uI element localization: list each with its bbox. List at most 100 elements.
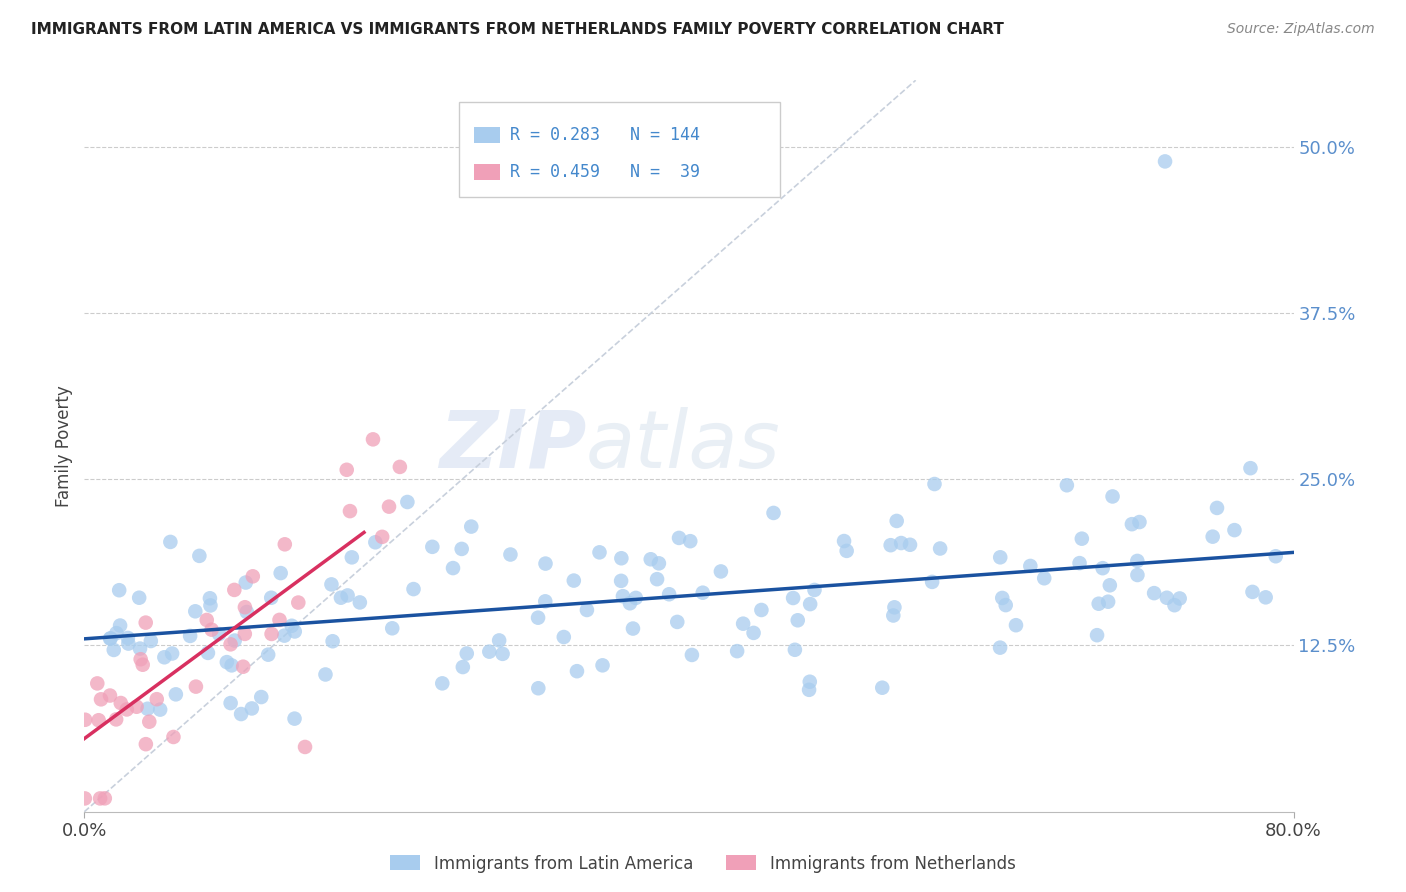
Point — [287, 596, 309, 610]
Point — [991, 591, 1014, 605]
Point — [1070, 532, 1092, 546]
Point — [378, 500, 401, 514]
Point — [450, 541, 472, 556]
Point — [135, 737, 157, 751]
Point — [128, 591, 150, 605]
Point — [396, 495, 419, 509]
Point — [1264, 549, 1286, 564]
Point — [742, 626, 765, 640]
Point — [1098, 578, 1121, 592]
Point — [201, 623, 224, 637]
Point — [269, 613, 291, 627]
Bar — [460, 103, 780, 197]
Point — [562, 574, 585, 588]
Text: ZIP: ZIP — [439, 407, 586, 485]
Point — [592, 658, 614, 673]
Point — [103, 643, 125, 657]
Point — [294, 739, 316, 754]
Point — [100, 632, 122, 646]
Point — [280, 619, 302, 633]
Point — [1019, 558, 1042, 573]
Point — [274, 537, 297, 551]
Point — [1056, 478, 1078, 492]
Point — [692, 585, 714, 599]
Point — [90, 692, 112, 706]
Point — [145, 692, 167, 706]
Point — [89, 791, 111, 805]
Point — [799, 674, 821, 689]
Point — [679, 534, 702, 549]
Point — [179, 629, 201, 643]
Point — [797, 682, 820, 697]
Point — [125, 699, 148, 714]
Point — [420, 540, 443, 554]
Point — [94, 791, 117, 805]
Point — [666, 615, 689, 629]
Point — [108, 583, 131, 598]
Point — [645, 572, 668, 586]
Point — [929, 541, 952, 556]
Point — [129, 641, 152, 656]
Point — [108, 618, 131, 632]
Point — [832, 534, 855, 549]
Point — [105, 712, 128, 726]
Point — [460, 519, 482, 533]
Point — [115, 702, 138, 716]
Point — [235, 575, 257, 590]
Point — [138, 714, 160, 729]
Point — [1069, 556, 1091, 570]
Point — [219, 637, 242, 651]
Point — [381, 621, 404, 635]
Point — [1239, 461, 1261, 475]
Point — [640, 552, 662, 566]
Point — [612, 589, 634, 603]
Point — [988, 550, 1011, 565]
Point — [105, 626, 128, 640]
Point — [879, 538, 901, 552]
Point — [1101, 490, 1123, 504]
Point — [361, 433, 384, 447]
Point — [184, 604, 207, 618]
Point — [131, 657, 153, 672]
Point — [658, 587, 681, 601]
Point — [624, 591, 647, 605]
Point — [882, 608, 904, 623]
Point — [883, 600, 905, 615]
Point — [1202, 530, 1225, 544]
Point — [200, 599, 222, 613]
Point — [321, 577, 343, 591]
Point — [314, 667, 336, 681]
Point — [1126, 568, 1149, 582]
Point — [117, 637, 139, 651]
Point — [232, 659, 254, 673]
Point — [575, 603, 598, 617]
Point — [1206, 500, 1229, 515]
Point — [364, 535, 387, 549]
Point — [799, 597, 821, 611]
Point — [553, 630, 575, 644]
Point — [139, 634, 162, 648]
Point — [921, 574, 943, 589]
Y-axis label: Family Poverty: Family Poverty — [55, 385, 73, 507]
Point — [208, 627, 231, 641]
Point — [478, 645, 501, 659]
Point — [98, 689, 121, 703]
Point — [1168, 591, 1191, 606]
Text: atlas: atlas — [586, 407, 780, 485]
Point — [322, 634, 344, 648]
Point — [229, 707, 252, 722]
Point — [621, 622, 644, 636]
Point — [886, 514, 908, 528]
Point — [870, 681, 893, 695]
Point — [1128, 515, 1150, 529]
Point — [1087, 597, 1109, 611]
Point — [710, 565, 733, 579]
Point — [221, 658, 243, 673]
Point — [1085, 628, 1108, 642]
Point — [898, 538, 921, 552]
Point — [1143, 586, 1166, 600]
Point — [184, 680, 207, 694]
Point — [349, 595, 371, 609]
Point — [1126, 554, 1149, 568]
Point — [835, 544, 858, 558]
